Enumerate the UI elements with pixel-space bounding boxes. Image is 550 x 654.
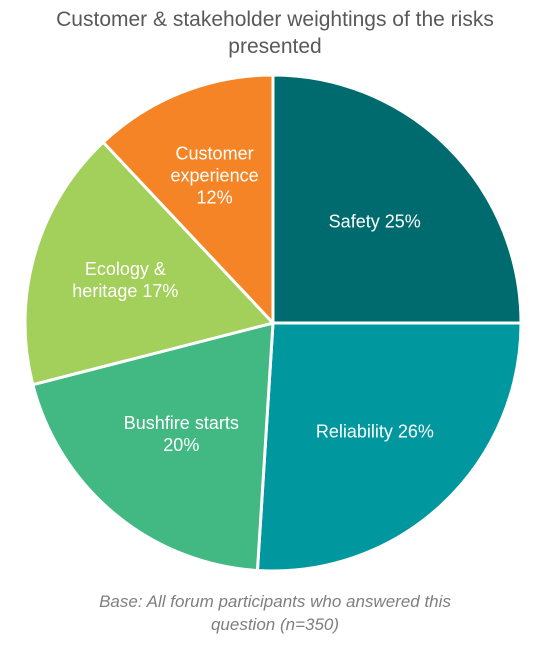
chart-title: Customer & stakeholder weightings of the… — [0, 6, 550, 60]
slice-label-bushfire-starts: Bushfire starts 20% — [124, 413, 239, 455]
slice-label-line: 12% — [197, 187, 233, 207]
slice-label-ecology-heritage: Ecology & heritage 17% — [72, 259, 178, 301]
slice-label-safety: Safety 25% — [329, 211, 421, 231]
slice-label-line: 20% — [163, 435, 199, 455]
slice-label-line: Customer — [176, 143, 254, 163]
slice-label-line: heritage 17% — [72, 281, 178, 301]
slice-label-customer-experience: Customer experience 12% — [171, 143, 259, 207]
base-footnote: Base: All forum participants who answere… — [0, 590, 550, 636]
slice-label-line: Ecology & — [85, 259, 166, 279]
slice-label-line: Bushfire starts — [124, 413, 239, 433]
slice-label-reliability: Reliability 26% — [316, 421, 434, 441]
pie-slice-customer-experience — [101, 73, 275, 325]
pie-slice-bushfire-starts — [31, 321, 275, 573]
footnote-line-2: question (n=350) — [210, 615, 340, 634]
slice-label-line: Reliability 26% — [316, 421, 434, 441]
slice-label-line: Safety 25% — [329, 211, 421, 231]
pie-slice-reliability — [255, 321, 523, 573]
pie-slice-ecology-heritage — [23, 140, 275, 387]
slice-label-line: experience — [171, 165, 259, 185]
chart-title-line-1: Customer & stakeholder weightings of the… — [56, 8, 494, 31]
pie-slice-safety — [271, 73, 523, 325]
footnote-line-1: Base: All forum participants who answere… — [99, 592, 451, 611]
chart-title-line-2: presented — [228, 35, 322, 58]
